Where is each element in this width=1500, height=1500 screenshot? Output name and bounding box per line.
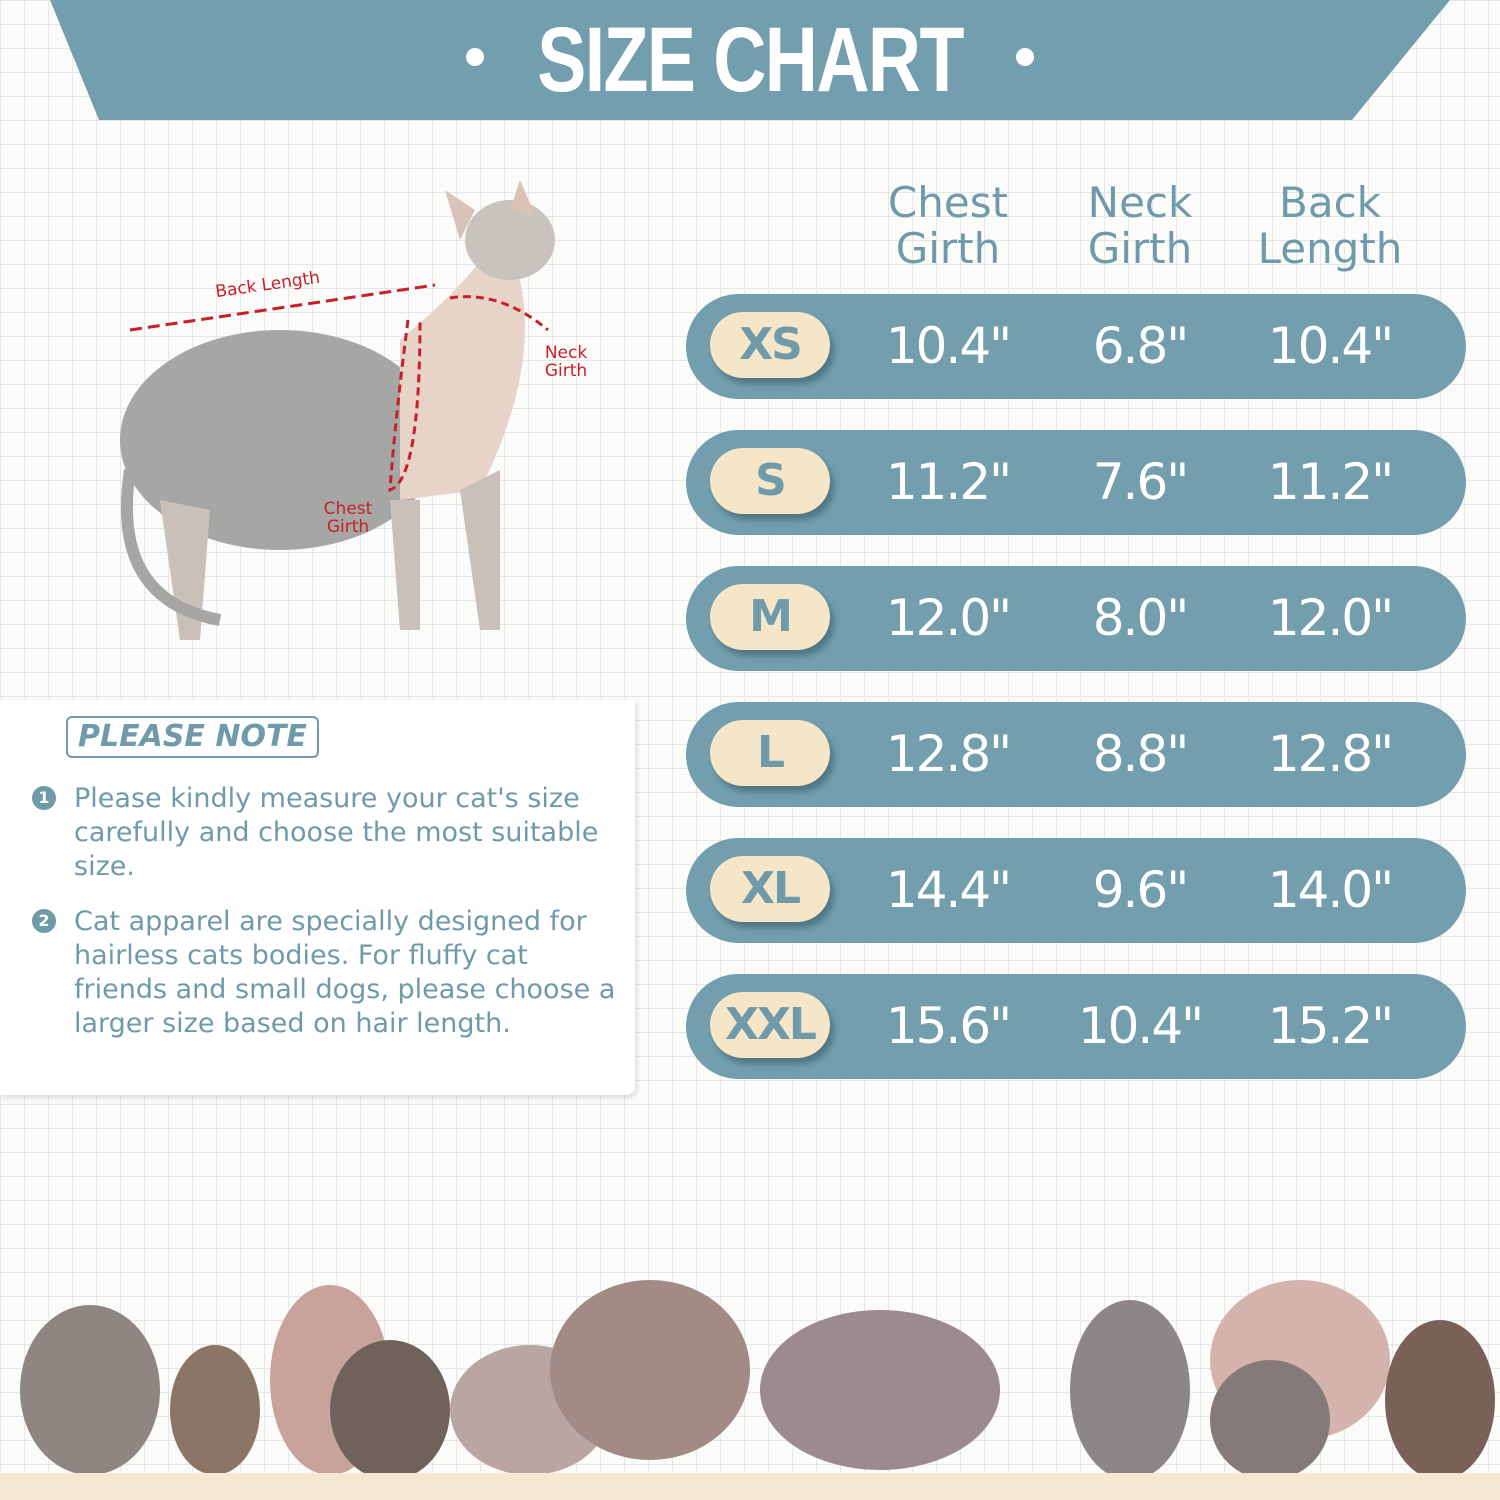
cat-photo: [550, 1280, 750, 1460]
cat-photo: [170, 1345, 260, 1475]
size-row-m: M 12.0" 8.0" 12.0": [686, 566, 1466, 671]
size-badge: XL: [710, 856, 830, 922]
column-header-chest-girth: Chest Girth: [887, 178, 1009, 273]
bullet-dot: [466, 48, 484, 66]
measurement-value: 10.4": [1077, 997, 1204, 1055]
size-badge: M: [710, 584, 830, 650]
cats-photo-strip: [20, 1280, 1495, 1475]
page-title: SIZE CHART: [537, 9, 964, 111]
size-row-s: S 11.2" 7.6" 11.2": [686, 430, 1466, 535]
neck-girth-label: Neck Girth: [544, 343, 588, 381]
size-row-xl: XL 14.4" 9.6" 14.0": [686, 838, 1466, 943]
measurement-value: 12.0": [885, 589, 1012, 647]
footer-strip: [0, 1473, 1500, 1500]
back-length-line: [129, 283, 436, 332]
chest-girth-line: [388, 319, 422, 493]
cat-photo: [330, 1340, 450, 1475]
measurement-value: 12.0": [1267, 589, 1394, 647]
cat-photo: [1070, 1300, 1190, 1475]
cat-chest: [400, 260, 525, 500]
measurement-value: 12.8": [885, 725, 1012, 783]
measurement-value: 10.4": [1267, 317, 1394, 375]
measurement-value: 14.4": [885, 861, 1012, 919]
measurement-value: 7.6": [1092, 453, 1190, 511]
bullet-dot: [1016, 48, 1034, 66]
size-badge: XS: [710, 312, 830, 378]
measurement-value: 12.8": [1267, 725, 1394, 783]
number-1-icon: 1: [32, 786, 56, 810]
cat-body: [120, 330, 440, 550]
measurement-value: 8.8": [1092, 725, 1190, 783]
size-badge: S: [710, 448, 830, 514]
size-badge: L: [710, 720, 830, 786]
cat-photo: [1385, 1320, 1495, 1475]
size-row-xs: XS 10.4" 6.8" 10.4": [686, 294, 1466, 399]
measurement-value: 10.4": [885, 317, 1012, 375]
measurement-value: 15.6": [885, 997, 1012, 1055]
note-text: Please kindly measure your cat's size ca…: [74, 783, 599, 882]
size-row-l: L 12.8" 8.8" 12.8": [686, 702, 1466, 807]
note-heading: PLEASE NOTE: [66, 716, 319, 758]
cat-measurement-diagram: [120, 180, 555, 640]
cat-tail: [120, 469, 222, 626]
note-text: Cat apparel are specially designed for h…: [74, 906, 616, 1039]
note-card: PLEASE NOTE 1 Please kindly measure your…: [0, 700, 635, 1095]
measurement-value: 9.6": [1092, 861, 1190, 919]
measurement-value: 11.2": [885, 453, 1012, 511]
column-header-neck-girth: Neck Girth: [1087, 178, 1193, 273]
cat-photo: [20, 1305, 160, 1475]
title-banner: [50, 0, 1450, 120]
measurement-value: 6.8": [1092, 317, 1190, 375]
note-item: 1 Please kindly measure your cat's size …: [32, 782, 624, 884]
size-row-xxl: XXL 15.6" 10.4" 15.2": [686, 974, 1466, 1079]
cat-ear: [445, 180, 535, 240]
number-2-icon: 2: [32, 909, 56, 933]
note-item: 2 Cat apparel are specially designed for…: [32, 905, 624, 1041]
measurement-value: 15.2": [1267, 997, 1394, 1055]
cat-legs: [160, 470, 500, 640]
column-header-back-length: Back Length: [1257, 178, 1403, 273]
chest-girth-label: Chest Girth: [323, 499, 373, 537]
measurement-value: 14.0": [1267, 861, 1394, 919]
size-badge: XXL: [710, 992, 830, 1058]
cat-photo: [1210, 1360, 1330, 1475]
measurement-value: 8.0": [1092, 589, 1190, 647]
neck-girth-line: [449, 295, 549, 332]
cat-head: [465, 200, 555, 280]
measurement-value: 11.2": [1267, 453, 1394, 511]
cat-photo: [760, 1310, 1000, 1470]
